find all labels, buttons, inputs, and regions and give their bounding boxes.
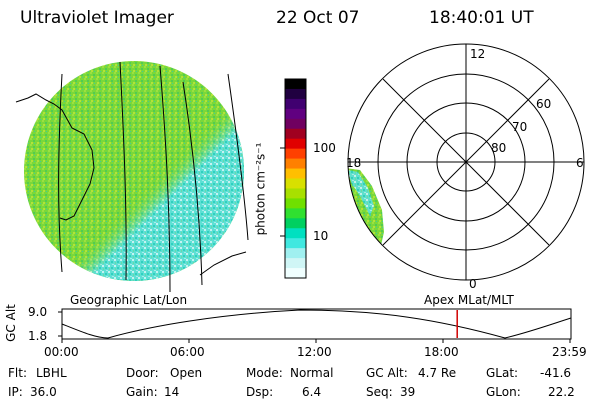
geographic-grid [58, 61, 249, 293]
colorbar-segment [285, 178, 306, 190]
colorbar-unit-label: photon cm⁻²s⁻¹ [253, 142, 268, 236]
colorbar-segment [285, 158, 306, 170]
dsp-value: 6.4 [302, 385, 322, 399]
glon-label: GLon: [486, 385, 521, 399]
mlat-label-60: 60 [536, 97, 552, 111]
right-panel-caption: Apex MLat/MLT [424, 293, 514, 307]
coastline-outline [15, 93, 247, 276]
polar-aurora-image [348, 168, 384, 250]
colorbar-segment [285, 138, 306, 150]
mlt-label-18: 18 [346, 156, 362, 170]
flt-value: LBHL [36, 366, 67, 380]
colorbar-segment [285, 79, 306, 90]
colorbar-tick-10: 10 [313, 229, 329, 243]
mlt-label-0: 0 [469, 277, 477, 291]
colorbar-segment [285, 208, 306, 219]
earth-disc-image [24, 61, 244, 281]
colorbar-segment [285, 98, 306, 110]
colorbar-frame [280, 78, 307, 279]
time-tick-0600: 06:00 [170, 345, 205, 359]
polar-grid [347, 43, 585, 281]
colorbar-segment [285, 258, 306, 269]
time-tick-1200: 12:00 [297, 345, 332, 359]
colorbar-segment [285, 268, 306, 279]
altitude-axis-label: GC Alt [3, 304, 18, 342]
gcalt-label: GC Alt: [366, 366, 408, 380]
image-date: 22 Oct 07 [276, 8, 360, 28]
seq-label: Seq: [366, 385, 393, 399]
time-tick-2359: 23:59 [552, 345, 587, 359]
altitude-curve [61, 309, 572, 339]
gain-label: Gain: [126, 385, 158, 399]
colorbar-segment [285, 228, 306, 239]
altitude-tick-1-8: 1.8 [28, 329, 48, 343]
door-label: Door: [126, 366, 159, 380]
dsp-label: Dsp: [246, 385, 274, 399]
time-tick-1800: 18:00 [424, 345, 459, 359]
altitude-tick-9: 9.0 [28, 305, 48, 319]
left-panel-caption: Geographic Lat/Lon [70, 293, 188, 307]
seq-value: 39 [400, 385, 416, 399]
colorbar-segment [285, 128, 306, 140]
gcalt-value: 4.7 Re [418, 366, 457, 380]
colorbar-segment [285, 238, 306, 249]
ip-label: IP: [8, 385, 23, 399]
colorbar-segment [285, 198, 306, 209]
altitude-plot [58, 308, 572, 343]
ip-value: 36.0 [30, 385, 57, 399]
colorbar-segment [285, 248, 306, 259]
flt-label: Flt: [8, 366, 27, 380]
glat-label: GLat: [486, 366, 519, 380]
colorbar-segment [285, 188, 306, 199]
mode-value: Normal [290, 366, 334, 380]
mlat-label-70: 70 [512, 120, 528, 134]
gain-value: 14 [164, 385, 180, 399]
colorbar-segment [285, 218, 306, 229]
mlt-label-12: 12 [470, 47, 486, 61]
door-value: Open [170, 366, 203, 380]
instrument-title: Ultraviolet Imager [20, 8, 174, 28]
colorbar-segment [285, 88, 306, 100]
time-tick-0000: 00:00 [44, 345, 79, 359]
colorbar-segment [285, 148, 306, 160]
colorbar-segment [285, 108, 306, 120]
colorbar [285, 79, 306, 279]
mlat-label-80: 80 [491, 141, 507, 155]
colorbar-tick-100: 100 [313, 141, 336, 155]
glat-value: -41.6 [540, 366, 572, 380]
mlt-label-6: 6 [576, 156, 584, 170]
image-time: 18:40:01 UT [429, 8, 534, 28]
colorbar-segment [285, 118, 306, 130]
glon-value: 22.2 [548, 385, 575, 399]
colorbar-segment [285, 168, 306, 180]
mode-label: Mode: [246, 366, 283, 380]
